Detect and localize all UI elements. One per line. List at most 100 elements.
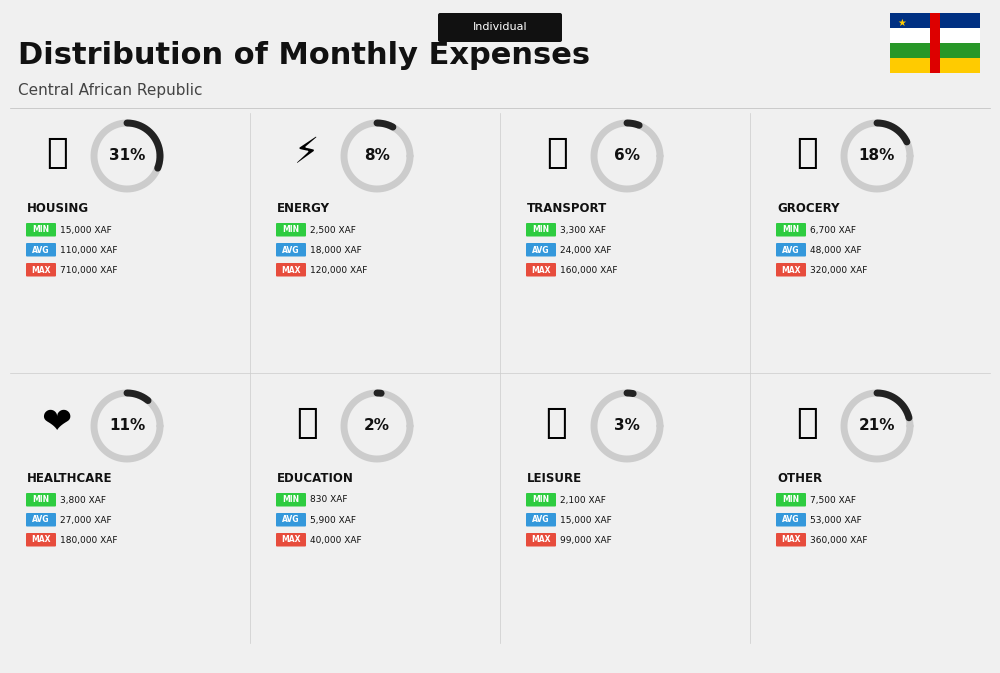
Text: MIN: MIN xyxy=(282,225,300,234)
Text: 15,000 XAF: 15,000 XAF xyxy=(560,516,612,524)
Text: 2,500 XAF: 2,500 XAF xyxy=(310,225,356,234)
FancyBboxPatch shape xyxy=(526,513,556,526)
FancyBboxPatch shape xyxy=(776,493,806,507)
Bar xyxy=(930,13,940,73)
FancyBboxPatch shape xyxy=(276,243,306,256)
Text: 5,900 XAF: 5,900 XAF xyxy=(310,516,356,524)
Bar xyxy=(890,33,980,53)
Text: Individual: Individual xyxy=(473,22,527,32)
Text: 48,000 XAF: 48,000 XAF xyxy=(810,246,862,254)
Text: 6%: 6% xyxy=(614,149,640,164)
Text: TRANSPORT: TRANSPORT xyxy=(527,201,607,215)
Bar xyxy=(890,28,980,43)
Text: 110,000 XAF: 110,000 XAF xyxy=(60,246,118,254)
Text: 3,800 XAF: 3,800 XAF xyxy=(60,495,106,505)
Bar xyxy=(890,43,980,58)
FancyBboxPatch shape xyxy=(776,513,806,526)
Text: 160,000 XAF: 160,000 XAF xyxy=(560,266,618,275)
Text: 7,500 XAF: 7,500 XAF xyxy=(810,495,856,505)
Text: 6,700 XAF: 6,700 XAF xyxy=(810,225,856,234)
Text: 180,000 XAF: 180,000 XAF xyxy=(60,536,118,544)
FancyBboxPatch shape xyxy=(26,513,56,526)
Text: MIN: MIN xyxy=(32,495,50,505)
Text: MIN: MIN xyxy=(532,225,550,234)
Text: AVG: AVG xyxy=(32,516,50,524)
Text: GROCERY: GROCERY xyxy=(777,201,840,215)
Text: HEALTHCARE: HEALTHCARE xyxy=(27,472,112,485)
FancyBboxPatch shape xyxy=(276,223,306,236)
Bar xyxy=(890,58,980,73)
Text: 320,000 XAF: 320,000 XAF xyxy=(810,266,867,275)
FancyBboxPatch shape xyxy=(26,533,56,546)
Text: MAX: MAX xyxy=(281,266,301,275)
Text: MAX: MAX xyxy=(281,536,301,544)
FancyBboxPatch shape xyxy=(526,223,556,236)
Text: 🏢: 🏢 xyxy=(46,136,68,170)
Text: 360,000 XAF: 360,000 XAF xyxy=(810,536,868,544)
Text: 3,300 XAF: 3,300 XAF xyxy=(560,225,606,234)
FancyBboxPatch shape xyxy=(776,533,806,546)
Text: 53,000 XAF: 53,000 XAF xyxy=(810,516,862,524)
Text: OTHER: OTHER xyxy=(777,472,822,485)
Text: AVG: AVG xyxy=(282,246,300,254)
Text: 11%: 11% xyxy=(109,419,145,433)
Text: 27,000 XAF: 27,000 XAF xyxy=(60,516,112,524)
FancyBboxPatch shape xyxy=(526,533,556,546)
Text: MIN: MIN xyxy=(532,495,550,505)
Bar xyxy=(890,13,980,28)
Text: 💰: 💰 xyxy=(796,406,818,440)
Text: Central African Republic: Central African Republic xyxy=(18,83,202,98)
FancyBboxPatch shape xyxy=(438,13,562,42)
FancyBboxPatch shape xyxy=(776,263,806,277)
Text: 99,000 XAF: 99,000 XAF xyxy=(560,536,612,544)
Text: 2,100 XAF: 2,100 XAF xyxy=(560,495,606,505)
FancyBboxPatch shape xyxy=(526,493,556,507)
Text: MIN: MIN xyxy=(282,495,300,505)
Text: MAX: MAX xyxy=(31,536,51,544)
Text: 8%: 8% xyxy=(364,149,390,164)
FancyBboxPatch shape xyxy=(776,243,806,256)
FancyBboxPatch shape xyxy=(26,493,56,507)
Text: AVG: AVG xyxy=(532,246,550,254)
Text: 40,000 XAF: 40,000 XAF xyxy=(310,536,362,544)
Text: 15,000 XAF: 15,000 XAF xyxy=(60,225,112,234)
Text: 🛍️: 🛍️ xyxy=(546,406,568,440)
FancyBboxPatch shape xyxy=(276,493,306,507)
FancyBboxPatch shape xyxy=(776,223,806,236)
FancyBboxPatch shape xyxy=(26,263,56,277)
Text: 710,000 XAF: 710,000 XAF xyxy=(60,266,118,275)
Text: 2%: 2% xyxy=(364,419,390,433)
Text: ❤️: ❤️ xyxy=(42,406,72,440)
Text: MIN: MIN xyxy=(32,225,50,234)
Text: AVG: AVG xyxy=(32,246,50,254)
Text: MAX: MAX xyxy=(31,266,51,275)
Text: 🎓: 🎓 xyxy=(296,406,318,440)
Text: MAX: MAX xyxy=(781,266,801,275)
Text: 120,000 XAF: 120,000 XAF xyxy=(310,266,367,275)
Text: LEISURE: LEISURE xyxy=(527,472,582,485)
Text: 3%: 3% xyxy=(614,419,640,433)
Text: MAX: MAX xyxy=(531,266,551,275)
Text: Distribution of Monthly Expenses: Distribution of Monthly Expenses xyxy=(18,40,590,69)
FancyBboxPatch shape xyxy=(526,243,556,256)
FancyBboxPatch shape xyxy=(276,263,306,277)
Text: AVG: AVG xyxy=(282,516,300,524)
Text: MAX: MAX xyxy=(531,536,551,544)
Text: 18%: 18% xyxy=(859,149,895,164)
Text: ⚡: ⚡ xyxy=(294,136,320,170)
FancyBboxPatch shape xyxy=(26,243,56,256)
Text: ENERGY: ENERGY xyxy=(277,201,330,215)
Text: 18,000 XAF: 18,000 XAF xyxy=(310,246,362,254)
Text: 830 XAF: 830 XAF xyxy=(310,495,348,505)
Text: 21%: 21% xyxy=(859,419,895,433)
Text: AVG: AVG xyxy=(532,516,550,524)
Text: 24,000 XAF: 24,000 XAF xyxy=(560,246,612,254)
Text: AVG: AVG xyxy=(782,516,800,524)
Text: EDUCATION: EDUCATION xyxy=(277,472,354,485)
Text: MIN: MIN xyxy=(782,495,800,505)
Text: 🚌: 🚌 xyxy=(546,136,568,170)
FancyBboxPatch shape xyxy=(26,223,56,236)
FancyBboxPatch shape xyxy=(276,533,306,546)
Text: MIN: MIN xyxy=(782,225,800,234)
FancyBboxPatch shape xyxy=(526,263,556,277)
